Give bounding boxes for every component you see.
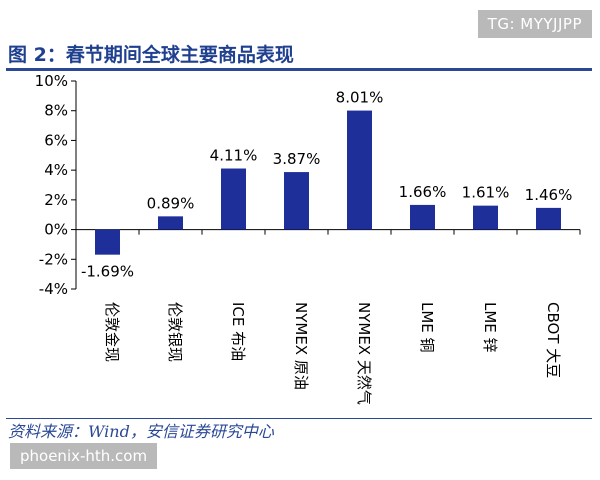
- y-tick-label: -4%: [39, 280, 68, 298]
- bar: [536, 207, 561, 230]
- y-tick-label: 2%: [44, 191, 68, 209]
- data-label: 1.46%: [525, 186, 573, 204]
- category-label: NYMEX 天然气: [355, 302, 373, 405]
- top-watermark: TG: MYYJJPP: [477, 10, 592, 38]
- bar: [158, 216, 183, 230]
- data-label: 1.66%: [399, 183, 447, 201]
- data-label: 0.89%: [147, 194, 195, 212]
- category-label: 伦敦银现: [166, 302, 184, 362]
- category-label: CBOT 大豆: [544, 302, 562, 378]
- source-divider: [6, 418, 592, 419]
- y-tick-label: 6%: [44, 131, 68, 149]
- bar-chart: -4% -2% 0% 2% 4% 6% 8% 10% -1.69% 伦敦金现 0.89% 伦敦银现 4.…: [35, 72, 581, 405]
- y-tick-label: 4%: [44, 161, 68, 179]
- data-label: 8.01%: [336, 89, 384, 107]
- y-tick-label: 8%: [44, 102, 68, 120]
- bar: [284, 172, 309, 230]
- y-tick-label: -2%: [39, 250, 68, 268]
- data-label: -1.69%: [81, 263, 134, 281]
- data-label: 1.61%: [462, 184, 510, 202]
- bar: [410, 204, 435, 230]
- category-label: LME 锌: [481, 302, 499, 353]
- data-label: 3.87%: [273, 150, 321, 168]
- bar: [95, 229, 120, 255]
- title-divider: [6, 68, 592, 71]
- category-label: 伦敦金现: [103, 302, 121, 362]
- category-label: ICE 布油: [229, 302, 247, 361]
- bar: [473, 205, 498, 230]
- y-tick-label: 10%: [35, 72, 68, 90]
- figure-title: 图 2：春节期间全球主要商品表现: [8, 44, 294, 66]
- bar: [347, 110, 372, 230]
- y-tick-label: 0%: [44, 221, 68, 239]
- category-label: NYMEX 原油: [292, 302, 310, 390]
- source-note: 资料来源：Wind，安信证券研究中心: [8, 422, 274, 441]
- bottom-watermark: phoenix-hth.com: [10, 443, 158, 469]
- data-label: 4.11%: [210, 147, 258, 165]
- category-label: LME 铜: [418, 302, 436, 353]
- bar: [221, 168, 246, 230]
